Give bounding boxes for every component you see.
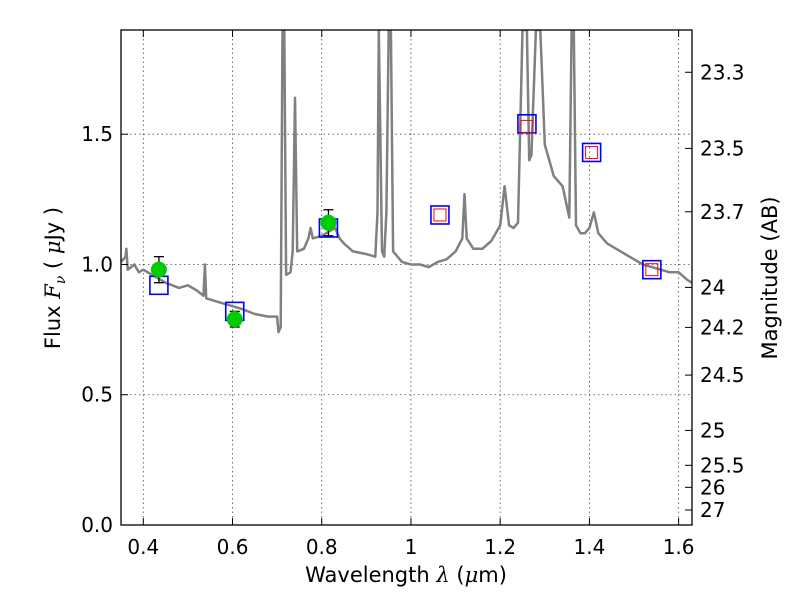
red-square-marker xyxy=(433,208,447,222)
y2-tick-label: 23.5 xyxy=(700,136,745,160)
x-tick-label: 0.4 xyxy=(127,535,159,559)
y2-tick-label: 23.3 xyxy=(700,60,745,84)
plot-frame xyxy=(120,29,693,526)
x-tick-label: 0.8 xyxy=(306,535,338,559)
y-tick-label: 0.5 xyxy=(81,383,113,407)
x-axis-ticks: 0.4 0.6 0.8 1 1.2 1.4 1.6 xyxy=(127,30,695,559)
y2-tick-label: 27 xyxy=(700,498,725,522)
x-tick-label: 1.4 xyxy=(573,535,605,559)
y-tick-label: 0.0 xyxy=(81,513,113,537)
y2-tick-label: 24.5 xyxy=(700,363,745,387)
y-tick-label: 1.0 xyxy=(81,252,113,276)
red-square-marker xyxy=(645,263,659,277)
blue-square-marker xyxy=(430,205,450,225)
photometry-point xyxy=(150,261,167,278)
y2-axis-title: Magnitude (AB) xyxy=(758,196,782,359)
x-tick-label: 1.6 xyxy=(663,535,695,559)
y2-tick-label: 23.7 xyxy=(700,200,745,224)
y2-tick-label: 26 xyxy=(700,475,725,499)
y2-tick-label: 24.2 xyxy=(700,315,745,339)
photometry-point xyxy=(226,311,243,328)
x-tick-label: 1.2 xyxy=(484,535,516,559)
y2-tick-label: 24 xyxy=(700,275,725,299)
grid-lines xyxy=(121,30,692,525)
y2-tick-label: 25.5 xyxy=(700,453,745,477)
blue-square-marker xyxy=(581,142,602,163)
x-axis-title: Wavelength λ (μm) xyxy=(305,563,507,587)
y-tick-label: 1.5 xyxy=(81,122,113,146)
x-tick-label: 1 xyxy=(405,535,418,559)
red-square-marker xyxy=(585,145,599,159)
photometry-point xyxy=(320,214,337,231)
y-axis-ticks: 0.0 0.5 1.0 1.5 xyxy=(81,122,128,537)
x-tick-label: 0.6 xyxy=(217,535,249,559)
blue-square-marker xyxy=(642,259,662,280)
red-square-marker xyxy=(520,119,534,133)
data-series xyxy=(121,30,692,334)
y-axis-title: Flux Fν ( μJy ) xyxy=(41,207,69,349)
y2-tick-label: 25 xyxy=(700,418,725,442)
